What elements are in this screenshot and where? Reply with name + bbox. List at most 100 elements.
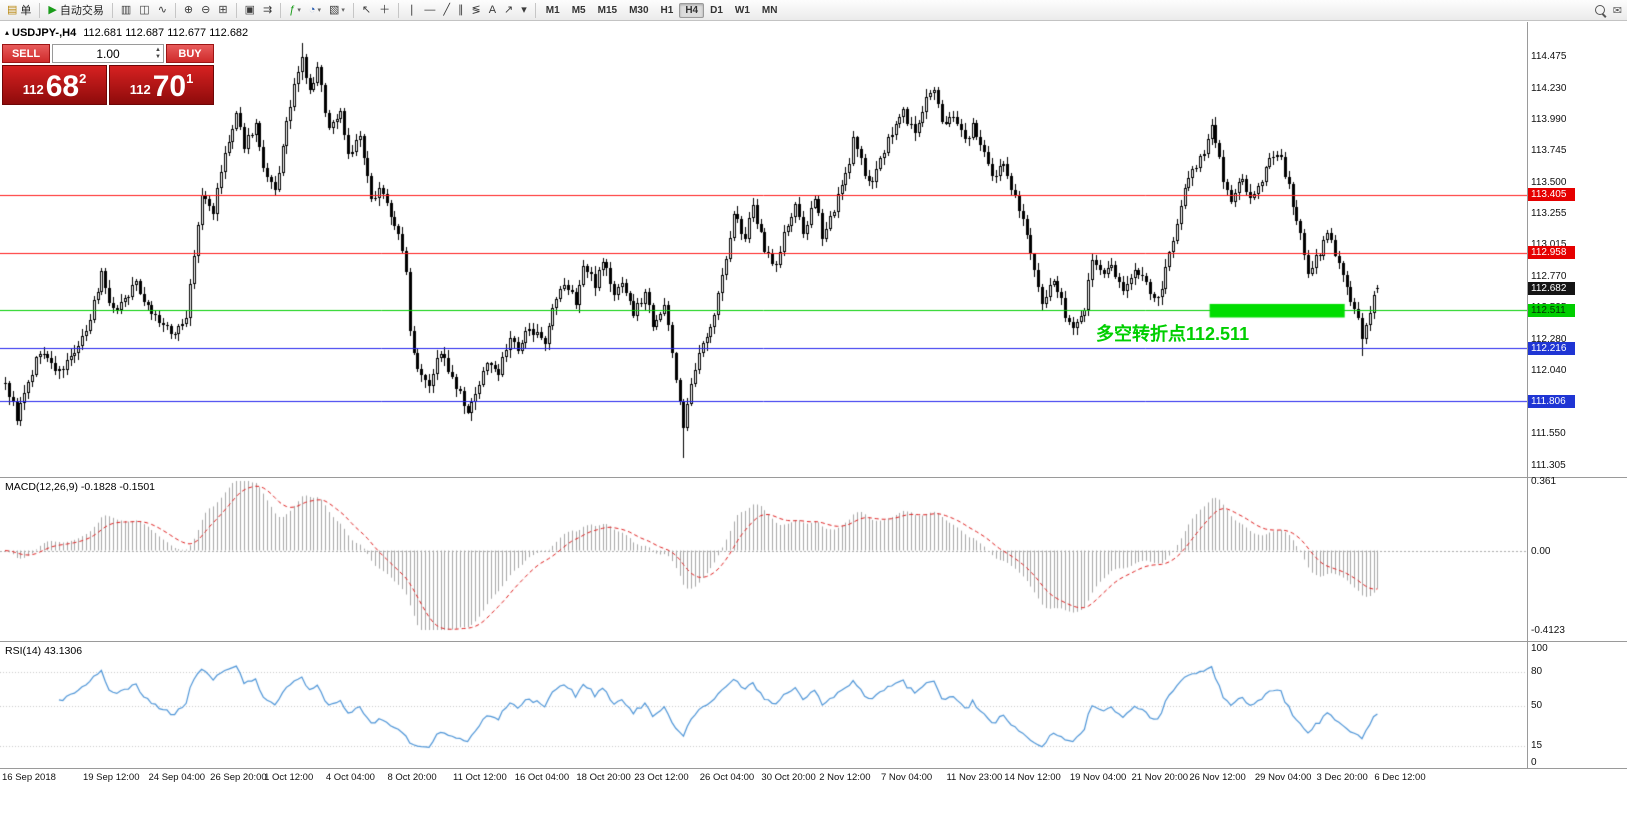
chart-title: ▴ USDJPY-,H4 112.681 112.687 112.677 112.6…	[5, 27, 248, 39]
templates-button[interactable]: ▧ ▾	[326, 2, 348, 19]
macd-axis-label: -0.4123	[1531, 625, 1565, 636]
step-up-icon[interactable]: ▲	[155, 47, 161, 53]
sell-price-pips: 68	[45, 70, 80, 103]
time-tick-label: 19 Sep 12:00	[82, 772, 140, 783]
rsi-axis-label: 100	[1531, 643, 1548, 654]
timeframe-h1[interactable]: H1	[660, 4, 674, 16]
price-marker-badge: 112.958	[1528, 246, 1575, 260]
price-axis-divider	[1527, 22, 1528, 769]
time-tick-label: 16 Sep 2018	[2, 772, 56, 783]
fibonacci-icon: ≶	[471, 3, 481, 16]
new-order-button[interactable]: ▤ 单	[4, 2, 34, 19]
tile-windows-button[interactable]: ⊞	[215, 2, 230, 19]
dropdown-caret-icon[interactable]: ▾	[317, 7, 321, 14]
time-tick-label: 6 Dec 12:00	[1374, 772, 1426, 783]
hline-icon: ―	[424, 3, 436, 16]
text-icon: A	[488, 3, 497, 16]
toolbar-separator	[174, 2, 176, 18]
rsi-axis-label: 15	[1531, 739, 1543, 751]
price-tick-label: 112.770	[1531, 270, 1567, 282]
community-icon[interactable]: ✉	[1612, 5, 1622, 17]
price-tick-label: 113.500	[1531, 176, 1567, 188]
vertical-line-button[interactable]: ❘	[404, 2, 419, 19]
search-icon[interactable]	[1594, 4, 1607, 18]
timeframe-d1[interactable]: D1	[710, 4, 723, 16]
toolbar-separator	[398, 2, 400, 18]
crosshair-button[interactable]: ＋	[376, 2, 393, 19]
time-tick-label: 26 Sep 20:00	[210, 772, 267, 783]
zoom-out-button[interactable]: ⊖	[198, 2, 213, 19]
timeframe-m30[interactable]: M30	[629, 4, 649, 16]
time-tick-label: 7 Nov 04:00	[880, 772, 933, 783]
one-click-trading-panel: SELL 1.00 ▲ ▼ BUY 112 68 2 112 70 1	[2, 44, 214, 105]
timeframe-h4[interactable]: H4	[679, 2, 705, 18]
caret-icon: ▾	[521, 3, 527, 16]
macd-panel-canvas[interactable]	[0, 478, 1527, 640]
timeframe-mn[interactable]: MN	[761, 4, 778, 16]
candlestick-chart-button[interactable]: ◫	[136, 2, 152, 19]
auto-arrange-button[interactable]: ▣	[242, 2, 258, 19]
line-chart-button[interactable]: ∿	[155, 2, 170, 19]
toolbar-separator	[39, 2, 41, 18]
cascade-icon: ▣	[244, 3, 255, 16]
sell-button[interactable]: SELL	[2, 44, 50, 63]
horizontal-line-button[interactable]: ―	[421, 2, 438, 19]
sell-price-button[interactable]: 112 68 2	[2, 65, 107, 105]
zoom-out-icon: ⊖	[201, 3, 211, 16]
timeframe-m5[interactable]: M5	[571, 4, 586, 16]
new-order-button-label: 单	[20, 5, 32, 17]
zoom-in-button[interactable]: ⊕	[181, 2, 196, 19]
timeframe-m15[interactable]: M15	[597, 4, 618, 16]
cursor-icon: ↖	[361, 3, 372, 16]
macd-indicator-label: MACD(12,26,9) -0.1828 -0.1501	[5, 481, 155, 493]
autotrading-button[interactable]: ▶ 自动交易	[45, 2, 106, 19]
time-tick-label: 26 Nov 12:00	[1189, 772, 1246, 783]
buy-price-button[interactable]: 112 70 1	[109, 65, 214, 105]
volume-value: 1.00	[96, 46, 120, 61]
order-icon: ▤	[7, 3, 18, 16]
text-label-button[interactable]: A	[486, 2, 499, 19]
dropdown-caret-icon[interactable]: ▾	[297, 7, 301, 14]
indicators-button[interactable]: ƒ ▾	[286, 2, 304, 19]
main-chart-canvas[interactable]	[0, 22, 1527, 477]
time-tick-label: 24 Sep 04:00	[148, 772, 206, 783]
dropdown-caret-icon[interactable]: ▾	[341, 7, 345, 14]
autotrading-button-label: 自动交易	[59, 5, 104, 17]
objects-dropdown-button[interactable]: ▾	[518, 2, 530, 19]
panel-separator[interactable]	[0, 477, 1627, 478]
collapse-icon[interactable]: ▴	[5, 28, 10, 37]
price-marker-badge: 112.682	[1528, 281, 1575, 295]
panel-separator[interactable]	[0, 641, 1627, 642]
sell-price-point: 2	[79, 71, 87, 86]
trendline-button[interactable]: ╱	[440, 2, 453, 19]
toolbar-right-icons: ✉	[1594, 0, 1622, 21]
volume-stepper[interactable]: ▲ ▼	[155, 47, 161, 60]
periods-button[interactable]: ◔ ▾	[306, 2, 324, 19]
ohlc-values: 112.681 112.687 112.677 112.682	[83, 27, 249, 39]
timeframe-w1[interactable]: W1	[734, 4, 750, 16]
main-toolbar: ▤ 单 ▶ 自动交易 ▥ ◫ ∿ ⊕ ⊖ ⊞ ▣ ⇉ ƒ ▾ ◔ ▾ ▧ ▾ ↖ ＋ ❘ ― ╱ ∥ ≶ A ↗ ▾ M1 M5 M15 M3…	[0, 0, 1627, 21]
symbol-period-label: USDJPY-,H4	[12, 27, 77, 39]
price-marker-badge: 113.405	[1528, 188, 1575, 202]
zoom-in-icon: ⊕	[183, 3, 194, 16]
volume-input[interactable]: 1.00 ▲ ▼	[52, 44, 164, 63]
rsi-panel-canvas[interactable]	[0, 642, 1527, 767]
buy-button[interactable]: BUY	[166, 44, 214, 63]
fibonacci-button[interactable]: ≶	[468, 2, 483, 19]
crosshair-icon: ＋	[379, 3, 391, 16]
price-tick-label: 112.280	[1531, 334, 1567, 346]
chart-shift-button[interactable]: ⇉	[260, 2, 275, 19]
step-down-icon[interactable]: ▼	[155, 53, 161, 60]
price-tick-label: 114.230	[1531, 82, 1567, 94]
bar-chart-button[interactable]: ▥	[118, 2, 134, 19]
arrows-button[interactable]: ↗	[501, 2, 516, 19]
cursor-button[interactable]: ↖	[359, 2, 374, 19]
turning-point-annotation: 多空转折点112.511	[1096, 324, 1250, 344]
rsi-indicator-label: RSI(14) 43.1306	[5, 645, 83, 657]
price-tick-label: 111.550	[1531, 428, 1566, 440]
price-tick-label: 113.255	[1531, 208, 1567, 220]
time-tick-label: 1 Oct 12:00	[264, 772, 314, 783]
macd-axis-label: 0.00	[1531, 545, 1551, 557]
timeframe-m1[interactable]: M1	[545, 4, 560, 16]
equidistant-channel-button[interactable]: ∥	[455, 2, 467, 19]
